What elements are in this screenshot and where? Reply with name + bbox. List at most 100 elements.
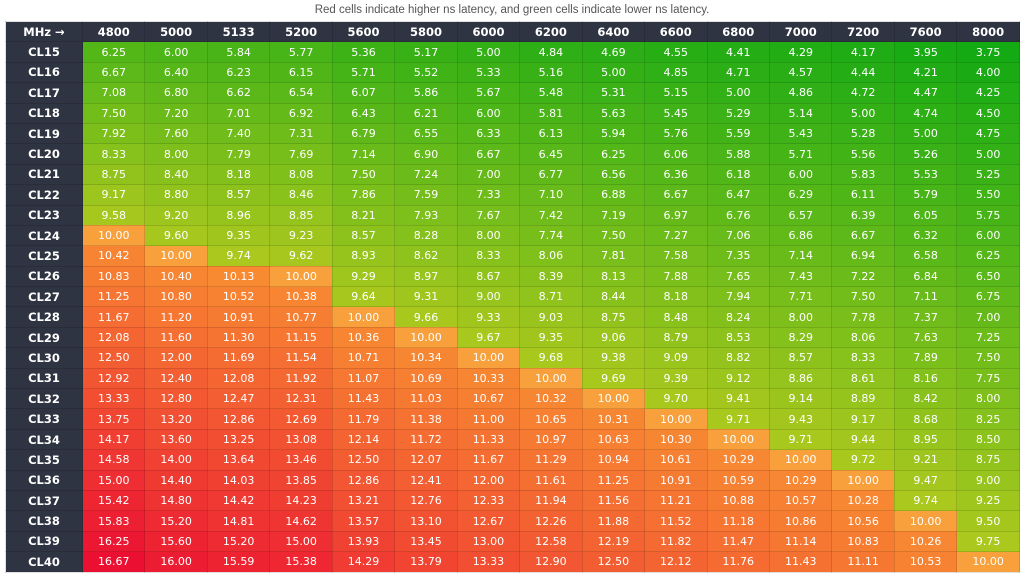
heatmap-cell: 5.63 (581, 102, 646, 124)
heatmap-cell: 4.50 (956, 102, 1020, 124)
heatmap-cell: 5.48 (519, 82, 583, 104)
heatmap-cell: 8.62 (394, 245, 458, 267)
heatmap-cell: 10.91 (644, 469, 708, 491)
heatmap-cell: 8.75 (956, 449, 1020, 471)
heatmap-cell: 7.74 (519, 224, 583, 247)
heatmap-cell: 4.21 (893, 61, 958, 84)
heatmap-cell: 9.64 (331, 286, 396, 308)
table-row-cl33: CL33 13.75 13.20 12.86 12.69 11.79 11.38 11.00 1… (5, 408, 1020, 430)
heatmap-cell: 12.69 (269, 408, 333, 430)
heatmap-cell: 9.75 (956, 530, 1020, 553)
heatmap-cell: 6.18 (706, 163, 770, 186)
heatmap-cell: 13.33 (81, 388, 146, 410)
heatmap-cell: 8.61 (831, 367, 895, 390)
heatmap-cell: 5.29 (706, 102, 770, 124)
heatmap-cell: 5.00 (706, 82, 770, 104)
heatmap-cell: 8.68 (893, 408, 958, 430)
table-row-cl16: CL16 6.67 6.40 6.23 6.15 5.71 5.52 5.33 5.16 5.00… (5, 61, 1020, 84)
heatmap-cell: 5.79 (893, 184, 958, 206)
heatmap-cell: 12.76 (394, 489, 458, 512)
row-header-cl25: CL25 (5, 245, 83, 267)
heatmap-cell: 8.96 (206, 204, 271, 226)
heatmap-cell: 6.45 (519, 143, 583, 165)
heatmap-cell: 6.94 (831, 245, 895, 267)
heatmap-cell: 7.50 (956, 347, 1020, 369)
heatmap-cell: 6.86 (768, 224, 833, 247)
heatmap-cell: 11.33 (456, 428, 521, 451)
heatmap-cell: 14.62 (269, 510, 333, 532)
heatmap-cell: 4.47 (893, 82, 958, 104)
heatmap-cell: 9.43 (768, 408, 833, 430)
heatmap-cell: 7.14 (768, 245, 833, 267)
heatmap-cell: 9.09 (644, 347, 708, 369)
heatmap-cell: 11.38 (394, 408, 458, 430)
heatmap-cell: 4.71 (706, 61, 770, 84)
heatmap-cell: 6.21 (394, 102, 458, 124)
heatmap-cell: 5.88 (706, 143, 770, 165)
heatmap-cell: 9.71 (768, 428, 833, 451)
heatmap-cell: 10.71 (331, 347, 396, 369)
column-header-7000: 7000 (768, 20, 833, 43)
heatmap-cell: 6.62 (206, 82, 271, 104)
heatmap-cell: 7.63 (893, 326, 958, 349)
heatmap-cell: 6.29 (768, 184, 833, 206)
heatmap-cell: 8.86 (768, 367, 833, 390)
row-header-cl29: CL29 (5, 326, 83, 349)
heatmap-cell: 5.71 (768, 143, 833, 165)
heatmap-cell: 15.60 (144, 530, 208, 553)
heatmap-cell: 8.57 (331, 224, 396, 247)
heatmap-cell: 8.75 (581, 306, 646, 328)
heatmap-cell: 6.25 (581, 143, 646, 165)
heatmap-cell: 8.79 (644, 326, 708, 349)
heatmap-cell: 6.90 (394, 143, 458, 165)
heatmap-cell: 10.00 (581, 388, 646, 410)
heatmap-cell: 3.95 (893, 41, 958, 63)
heatmap-cell: 7.50 (331, 163, 396, 186)
heatmap-cell: 16.00 (144, 551, 208, 573)
heatmap-cell: 9.47 (893, 469, 958, 491)
heatmap-cell: 5.17 (394, 41, 458, 63)
heatmap-cell: 10.32 (519, 388, 583, 410)
heatmap-cell: 6.92 (269, 102, 333, 124)
heatmap-cell: 9.68 (519, 347, 583, 369)
heatmap-cell: 5.26 (893, 143, 958, 165)
column-header-4800: 4800 (81, 20, 146, 43)
heatmap-cell: 7.37 (893, 306, 958, 328)
heatmap-cell: 4.74 (893, 102, 958, 124)
heatmap-cell: 14.81 (206, 510, 271, 532)
heatmap-cell: 8.40 (144, 163, 208, 186)
row-header-cl36: CL36 (5, 469, 83, 491)
heatmap-cell: 8.33 (81, 143, 146, 165)
heatmap-cell: 10.59 (706, 469, 770, 491)
heatmap-cell: 3.75 (956, 41, 1020, 63)
heatmap-cell: 5.59 (706, 122, 770, 145)
heatmap-cell: 9.23 (269, 224, 333, 247)
heatmap-cell: 7.10 (519, 184, 583, 206)
heatmap-cell: 8.16 (893, 367, 958, 390)
heatmap-cell: 6.54 (269, 82, 333, 104)
heatmap-cell: 7.11 (893, 286, 958, 308)
table-row-cl15: CL15 6.25 6.00 5.84 5.77 5.36 5.17 5.00 4.84 4.69… (5, 41, 1020, 63)
heatmap-cell: 11.61 (519, 469, 583, 491)
heatmap-cell: 11.07 (331, 367, 396, 390)
column-header-5133: 5133 (206, 20, 271, 43)
table-row-cl25: CL25 10.42 10.00 9.74 9.62 8.93 8.62 8.33 8.06 7.… (5, 245, 1020, 267)
heatmap-cell: 8.21 (331, 204, 396, 226)
table-row-cl34: CL34 14.17 13.60 13.25 13.08 12.14 11.72 11.33 1… (5, 428, 1020, 451)
heatmap-cell: 6.32 (893, 224, 958, 247)
heatmap-cell: 10.63 (581, 428, 646, 451)
heatmap-cell: 8.39 (519, 265, 583, 288)
heatmap-cell: 15.38 (269, 551, 333, 573)
heatmap-cell: 12.00 (456, 469, 521, 491)
heatmap-cell: 6.00 (456, 102, 521, 124)
heatmap-cell: 11.14 (768, 530, 833, 553)
heatmap-cell: 12.58 (519, 530, 583, 553)
heatmap-cell: 7.43 (768, 265, 833, 288)
heatmap-cell: 5.84 (206, 41, 271, 63)
heatmap-cell: 5.94 (581, 122, 646, 145)
heatmap-cell: 10.00 (81, 224, 146, 247)
heatmap-cell: 9.70 (644, 388, 708, 410)
heatmap-cell: 9.67 (456, 326, 521, 349)
heatmap-cell: 6.36 (644, 163, 708, 186)
heatmap-cell: 14.42 (206, 489, 271, 512)
